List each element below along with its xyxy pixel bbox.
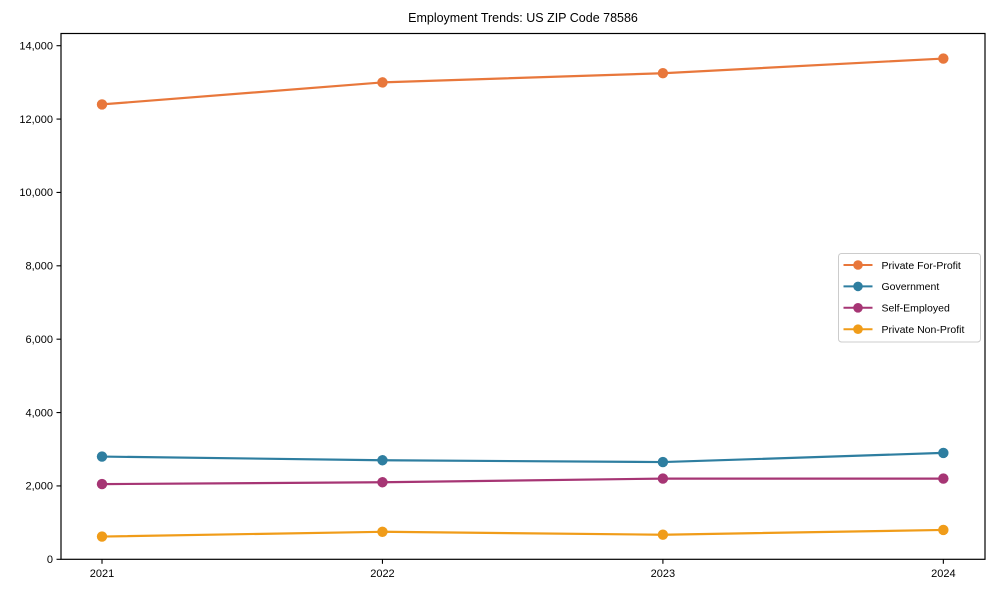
data-point [377,455,388,466]
x-axis-tick-label: 2023 [651,568,675,580]
legend-label: Self-Employed [882,303,950,315]
data-point [657,473,669,484]
data-point [96,451,108,462]
data-point [938,447,949,459]
legend-swatch-marker [853,303,863,313]
legend-label: Private Non-Profit [882,324,965,336]
data-point [657,456,669,468]
series-line-government [101,451,944,464]
data-point [938,473,949,484]
y-axis-tick-label: 2,000 [25,481,53,493]
data-point [377,77,388,88]
series-line-private-non-profit [101,528,944,538]
legend-swatch-marker [853,260,863,270]
data-point [96,531,108,542]
data-point [938,53,949,64]
y-axis-tick-label: 12,000 [19,114,53,126]
data-point [657,68,669,79]
series-line-private-for-profit [101,57,944,106]
data-point [96,478,108,490]
series-line-self-employed [101,477,944,486]
legend-swatch-marker [853,281,863,292]
data-point [657,529,669,540]
legend-box [838,253,981,343]
y-axis-tick-label: 4,000 [25,407,53,419]
y-axis-tick-label: 10,000 [19,187,53,199]
data-point [377,477,388,488]
y-axis-tick-label: 8,000 [25,261,53,273]
chart-title: Employment Trends: US ZIP Code 78586 [408,11,638,25]
legend-label: Government [882,281,940,293]
y-axis-tick-label: 6,000 [25,334,53,346]
legend-label: Private For-Profit [882,260,961,272]
x-axis-tick-label: 2021 [90,568,114,580]
x-axis-tick-label: 2024 [931,568,955,580]
plot-area-spines [60,32,986,560]
data-point [377,526,388,537]
y-axis-tick-label: 0 [47,554,53,566]
legend-swatch-marker [853,324,863,335]
x-axis-tick-label: 2022 [370,568,394,580]
data-point [938,524,949,536]
y-axis-tick-label: 14,000 [19,41,53,53]
data-point [96,99,108,110]
